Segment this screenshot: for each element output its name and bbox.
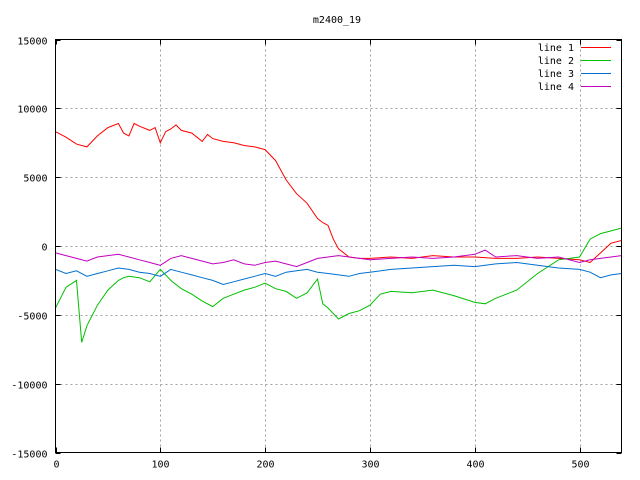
series-line-3 bbox=[55, 261, 622, 286]
y-tick-label: 5000 bbox=[23, 174, 47, 185]
legend: line 1 line 2 line 3 line 4 bbox=[538, 43, 611, 93]
legend-label: line 3 bbox=[538, 69, 574, 80]
x-tick-label: 400 bbox=[466, 460, 484, 471]
x-tick-label: 200 bbox=[256, 460, 274, 471]
series-layer bbox=[55, 122, 622, 343]
chart-title: m2400_19 bbox=[313, 15, 361, 26]
x-tick-label: 500 bbox=[571, 460, 589, 471]
x-tick-label: 0 bbox=[53, 460, 59, 471]
y-tick-label: -5000 bbox=[17, 312, 47, 323]
series-line-4 bbox=[55, 249, 622, 268]
y-tick-label: 15000 bbox=[17, 37, 47, 48]
legend-label: line 2 bbox=[538, 56, 574, 67]
axis-ticks: 0 100 200 300 400 500 -15000 -10000 -5000 0 5000 10… bbox=[11, 37, 622, 471]
x-tick-label: 300 bbox=[361, 460, 379, 471]
grid-lines bbox=[55, 39, 622, 453]
y-tick-label: -10000 bbox=[11, 381, 47, 392]
legend-label: line 4 bbox=[538, 82, 574, 93]
y-tick-label: 0 bbox=[41, 243, 47, 254]
x-tick-label: 100 bbox=[151, 460, 169, 471]
y-tick-label: -15000 bbox=[11, 450, 47, 461]
series-line-2 bbox=[55, 227, 622, 343]
legend-label: line 1 bbox=[538, 43, 574, 54]
series-line-1 bbox=[55, 122, 622, 264]
y-tick-label: 10000 bbox=[17, 105, 47, 116]
